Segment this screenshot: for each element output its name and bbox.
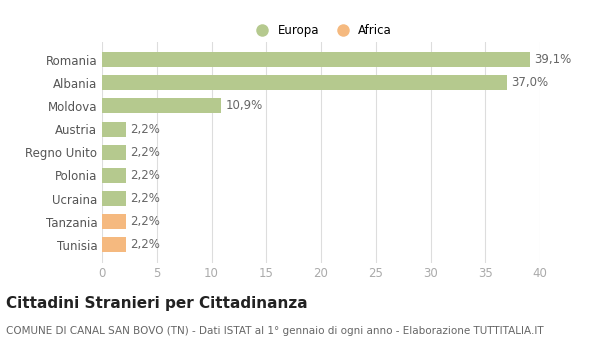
Text: 2,2%: 2,2%: [130, 238, 160, 251]
Text: 2,2%: 2,2%: [130, 122, 160, 135]
Text: 39,1%: 39,1%: [535, 53, 572, 66]
Bar: [102, 191, 126, 206]
Text: COMUNE DI CANAL SAN BOVO (TN) - Dati ISTAT al 1° gennaio di ogni anno - Elaboraz: COMUNE DI CANAL SAN BOVO (TN) - Dati IST…: [6, 326, 544, 336]
Text: 2,2%: 2,2%: [130, 169, 160, 182]
Bar: [102, 145, 126, 160]
Text: Cittadini Stranieri per Cittadinanza: Cittadini Stranieri per Cittadinanza: [6, 296, 308, 311]
Legend: Europa, Africa: Europa, Africa: [245, 19, 397, 42]
Bar: [102, 98, 221, 113]
Bar: [102, 121, 126, 136]
Bar: [102, 214, 126, 229]
Bar: [102, 168, 126, 183]
Text: 2,2%: 2,2%: [130, 146, 160, 159]
Text: 10,9%: 10,9%: [226, 99, 263, 112]
Bar: [102, 237, 126, 252]
Bar: [102, 52, 530, 67]
Text: 2,2%: 2,2%: [130, 192, 160, 205]
Text: 2,2%: 2,2%: [130, 215, 160, 228]
Bar: [102, 75, 507, 90]
Text: 37,0%: 37,0%: [512, 76, 548, 89]
